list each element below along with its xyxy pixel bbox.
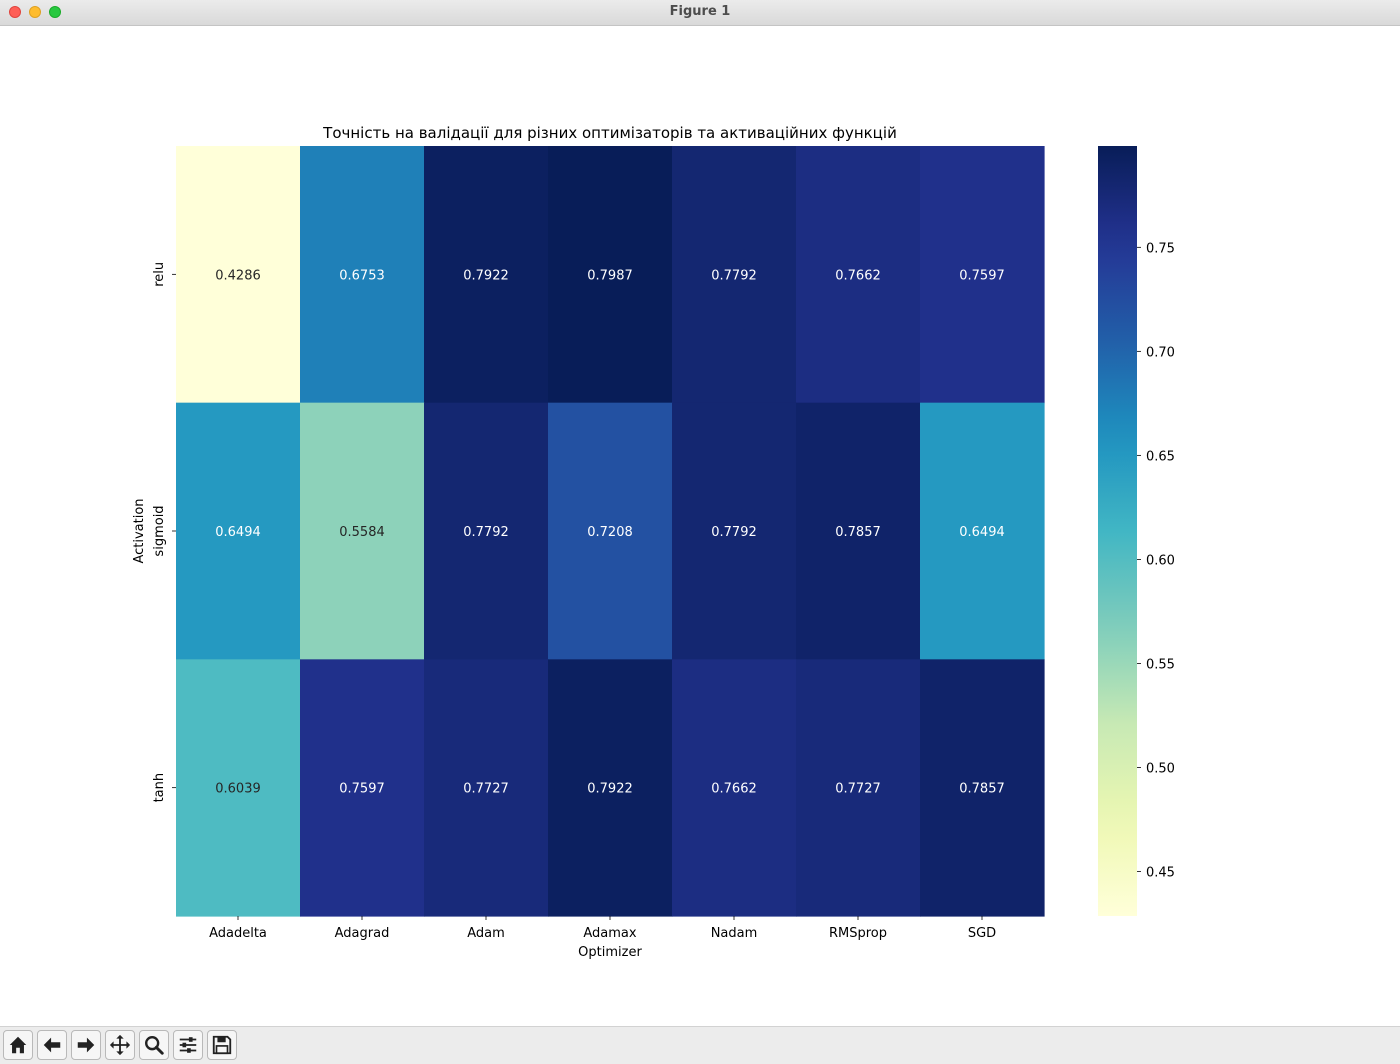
colorbar <box>1098 146 1137 916</box>
y-tick-label-relu: relu <box>152 262 167 287</box>
cell-value-label: 0.6753 <box>339 268 385 283</box>
heatmap-cell-relu-Nadam <box>672 146 797 404</box>
home-button[interactable] <box>3 1030 33 1060</box>
window-close-button[interactable] <box>9 6 21 18</box>
y-tick-label-tanh: tanh <box>152 773 167 803</box>
colorbar-tick-label: 0.75 <box>1146 241 1175 256</box>
heatmap-cell-relu-Adagrad <box>300 146 425 404</box>
cell-value-label: 0.7662 <box>835 268 881 283</box>
cell-value-label: 0.7857 <box>835 525 881 540</box>
colorbar-tick-label: 0.45 <box>1146 865 1175 880</box>
figure-canvas[interactable]: Точність на валідації для різних оптиміз… <box>0 26 1400 1026</box>
x-tick-label-Nadam: Nadam <box>711 926 758 941</box>
cell-value-label: 0.6494 <box>215 525 261 540</box>
chart-title: Точність на валідації для різних оптиміз… <box>322 124 897 142</box>
save-button[interactable] <box>207 1030 237 1060</box>
y-tick-label-sigmoid: sigmoid <box>152 505 167 556</box>
heatmap-cell-relu-RMSprop <box>796 146 921 404</box>
configure-subplots-button[interactable] <box>173 1030 203 1060</box>
move-icon <box>109 1034 131 1056</box>
cell-value-label: 0.7597 <box>339 782 385 797</box>
colorbar-tick-label: 0.55 <box>1146 657 1175 672</box>
cell-value-label: 0.5584 <box>339 525 385 540</box>
cell-value-label: 0.7987 <box>587 268 633 283</box>
cell-value-label: 0.7208 <box>587 525 633 540</box>
window-title: Figure 1 <box>669 4 731 19</box>
window-minimize-button[interactable] <box>29 6 41 18</box>
heatmap-cell-sigmoid-Nadam <box>672 402 797 660</box>
heatmap-cell-sigmoid-Adam <box>424 402 549 660</box>
cell-value-label: 0.7597 <box>959 268 1005 283</box>
navigation-toolbar <box>0 1026 1400 1064</box>
heatmap-cell-sigmoid-Adadelta <box>176 402 301 660</box>
cell-value-label: 0.7792 <box>463 525 509 540</box>
x-tick-label-Adamax: Adamax <box>583 926 637 941</box>
zoom-button[interactable] <box>139 1030 169 1060</box>
cell-value-label: 0.7727 <box>463 782 509 797</box>
heatmap-cell-relu-Adadelta <box>176 146 301 404</box>
cell-value-label: 0.7922 <box>587 782 633 797</box>
cell-value-label: 0.7662 <box>711 782 757 797</box>
heatmap-cell-sigmoid-SGD <box>920 402 1045 660</box>
colorbar-tick-label: 0.70 <box>1146 345 1175 360</box>
pan-button[interactable] <box>105 1030 135 1060</box>
y-axis-label: Activation <box>132 498 147 563</box>
cell-value-label: 0.6494 <box>959 525 1005 540</box>
x-tick-label-SGD: SGD <box>968 926 996 941</box>
forward-button[interactable] <box>71 1030 101 1060</box>
heatmap-cell-tanh-Adamax <box>548 659 673 917</box>
cell-value-label: 0.7857 <box>959 782 1005 797</box>
floppy-disk-icon <box>212 1035 232 1055</box>
heatmap-cell-tanh-Nadam <box>672 659 797 917</box>
sliders-icon <box>179 1037 197 1053</box>
heatmap-figure: Точність на валідації для різних оптиміз… <box>132 124 1175 960</box>
colorbar-tick-label: 0.65 <box>1146 449 1175 464</box>
x-tick-label-RMSprop: RMSprop <box>829 926 887 941</box>
heatmap-cell-sigmoid-RMSprop <box>796 402 921 660</box>
heatmap-cell-tanh-Adagrad <box>300 659 425 917</box>
colorbar-tick-label: 0.60 <box>1146 553 1175 568</box>
colorbar-tick-label: 0.50 <box>1146 761 1175 776</box>
window-titlebar: Figure 1 <box>0 0 1400 26</box>
arrow-left-icon <box>43 1037 61 1053</box>
window-maximize-button[interactable] <box>49 6 61 18</box>
cell-value-label: 0.4286 <box>215 268 261 283</box>
heatmap-cell-tanh-Adam <box>424 659 549 917</box>
cell-value-label: 0.7792 <box>711 525 757 540</box>
heatmap-cell-sigmoid-Adamax <box>548 402 673 660</box>
heatmap-cell-tanh-Adadelta <box>176 659 301 917</box>
heatmap-cell-relu-Adamax <box>548 146 673 404</box>
x-axis-label: Optimizer <box>578 945 642 960</box>
heatmap-cell-tanh-RMSprop <box>796 659 921 917</box>
cell-value-label: 0.7727 <box>835 782 881 797</box>
cell-value-label: 0.6039 <box>215 782 261 797</box>
x-tick-label-Adam: Adam <box>467 926 505 941</box>
heatmap-cell-tanh-SGD <box>920 659 1045 917</box>
cell-value-label: 0.7922 <box>463 268 509 283</box>
x-tick-label-Adagrad: Adagrad <box>335 926 390 941</box>
magnifier-icon <box>145 1036 164 1055</box>
cell-value-label: 0.7792 <box>711 268 757 283</box>
heatmap-cell-relu-Adam <box>424 146 549 404</box>
x-tick-label-Adadelta: Adadelta <box>209 926 267 941</box>
arrow-right-icon <box>77 1037 95 1053</box>
home-icon <box>9 1036 27 1054</box>
back-button[interactable] <box>37 1030 67 1060</box>
heatmap-cell-sigmoid-Adagrad <box>300 402 425 660</box>
heatmap-cell-relu-SGD <box>920 146 1045 404</box>
